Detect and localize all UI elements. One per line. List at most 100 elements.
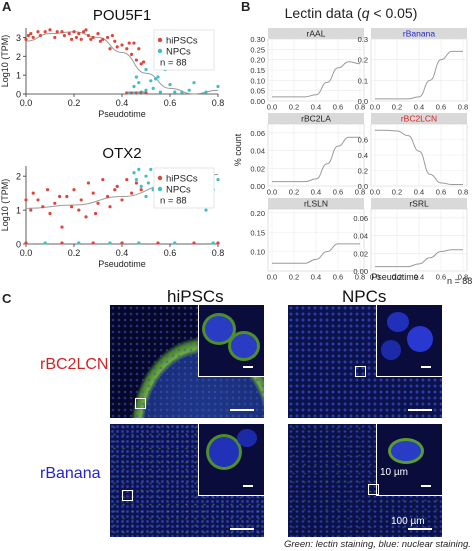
hipsc-point bbox=[84, 215, 88, 219]
scale-label-100um: 100 µm bbox=[391, 516, 425, 527]
y-tick-label: 0.20 bbox=[250, 56, 265, 65]
hipsc-point bbox=[127, 41, 131, 45]
baseline-point bbox=[216, 241, 220, 245]
npc-point bbox=[156, 75, 160, 79]
x-tick-label: 0.0 bbox=[267, 273, 277, 282]
pou5f1-chart: POU5F1 0 1 2 3 0.0 0.2 0.4 0.6 0.8 Pseudotime Log10… bbox=[0, 7, 224, 119]
hipsc-point bbox=[110, 33, 114, 38]
y-tick-label: 0.00 bbox=[250, 182, 265, 191]
hipsc-point bbox=[142, 60, 146, 64]
hipsc-point bbox=[113, 39, 117, 43]
npc-point bbox=[204, 90, 208, 94]
legend-hipsc-swatch bbox=[157, 175, 163, 181]
x-tick-label: 0.4 bbox=[311, 273, 321, 282]
hipsc-point bbox=[24, 37, 28, 41]
x-tick-label: 0.0 bbox=[267, 188, 277, 197]
baseline-point bbox=[144, 91, 148, 95]
inset-hipsc-rbanana bbox=[198, 424, 264, 496]
baseline-point bbox=[142, 91, 146, 95]
hipsc-point bbox=[41, 205, 45, 209]
baseline-point bbox=[192, 241, 196, 245]
hipsc-point bbox=[106, 35, 110, 40]
scale-bar bbox=[230, 528, 254, 530]
hipsc-point bbox=[79, 198, 83, 202]
panel-a-charts: POU5F1 0 1 2 3 0.0 0.2 0.4 0.6 0.8 Pseudotime Log10… bbox=[0, 7, 224, 269]
hipsc-point bbox=[108, 47, 112, 51]
hipsc-point bbox=[70, 37, 74, 41]
hipsc-point bbox=[36, 30, 40, 34]
baseline-point bbox=[60, 241, 64, 245]
y-tick-label: 0.04 bbox=[353, 232, 368, 241]
npc-point bbox=[144, 88, 148, 92]
y-tick-label: 0.6 bbox=[358, 136, 368, 145]
inset-hipsc-rbc2lcn bbox=[198, 305, 264, 377]
baseline-point bbox=[139, 91, 143, 95]
npc-point bbox=[158, 90, 162, 94]
npc-point bbox=[149, 79, 153, 83]
y-tick-label: 0.10 bbox=[250, 248, 265, 257]
hipsc-point bbox=[58, 194, 62, 199]
baseline-point bbox=[43, 241, 47, 245]
y-tick-label: 0.02 bbox=[353, 249, 368, 258]
x-tick-label: 0.6 bbox=[164, 98, 177, 108]
hipsc-point bbox=[31, 35, 35, 40]
npc-point bbox=[216, 84, 220, 89]
x-tick-label: 0.2 bbox=[392, 273, 402, 282]
x-tick-label: 0.8 bbox=[458, 273, 468, 282]
baseline-point bbox=[125, 91, 129, 95]
y-tick-label: 0.0 bbox=[358, 182, 368, 191]
baseline-point bbox=[173, 241, 177, 245]
npc-point bbox=[134, 177, 138, 182]
y-tick-label: 0.2 bbox=[358, 167, 368, 176]
facet-strip bbox=[371, 198, 467, 209]
legend-box bbox=[153, 167, 215, 209]
hipsc-point bbox=[101, 37, 105, 41]
npc-point bbox=[154, 77, 158, 81]
facet-curve bbox=[375, 129, 463, 185]
facet-label: rBanana bbox=[403, 29, 435, 39]
micrograph-npc-rbc2lcn bbox=[288, 305, 442, 418]
legend-hipsc-swatch bbox=[157, 37, 163, 43]
hipsc-point bbox=[79, 37, 83, 41]
legend-n-label: n = 88 bbox=[160, 196, 187, 207]
trend-curve bbox=[25, 31, 219, 95]
hipsc-point bbox=[60, 225, 64, 229]
scale-label-10um: 10 µm bbox=[380, 467, 408, 478]
y-tick-label: 0.3 bbox=[358, 35, 368, 44]
hipsc-point bbox=[94, 211, 98, 216]
facet-strip bbox=[268, 198, 364, 209]
npc-point bbox=[204, 208, 208, 212]
hipsc-point bbox=[130, 191, 134, 195]
legend-hipsc-label: hiPSCs bbox=[166, 174, 198, 185]
hipsc-point bbox=[29, 32, 33, 36]
hipsc-point bbox=[134, 181, 138, 185]
hipsc-point bbox=[101, 177, 105, 182]
npc-point bbox=[139, 184, 143, 188]
micrograph-hipsc-rbanana bbox=[110, 424, 264, 537]
y-tick-label: 0.15 bbox=[250, 228, 265, 237]
y-tick-label: 0.06 bbox=[250, 129, 265, 138]
baseline-point bbox=[91, 241, 95, 245]
legend-npc-swatch bbox=[157, 186, 163, 192]
x-tick-label: 0.4 bbox=[116, 98, 129, 108]
y-tick-label: 0.0 bbox=[358, 97, 368, 106]
x-tick-label: 0.2 bbox=[68, 98, 81, 108]
npc-point bbox=[132, 171, 136, 175]
x-tick-label: 0.6 bbox=[436, 273, 446, 282]
y-tick-label: 0.25 bbox=[250, 45, 265, 54]
legend-hipsc-label: hiPSCs bbox=[166, 36, 198, 47]
npc-point bbox=[134, 75, 138, 79]
y-tick-label: 1 bbox=[16, 206, 21, 216]
y-tick-label: 2 bbox=[16, 52, 21, 62]
hipsc-point bbox=[113, 188, 117, 192]
hipsc-point bbox=[46, 188, 50, 192]
chart-title: POU5F1 bbox=[93, 7, 151, 24]
y-tick-label: 3 bbox=[16, 33, 21, 43]
x-tick-label: 0.2 bbox=[289, 273, 299, 282]
npc-point bbox=[137, 167, 141, 171]
facet-label: rAAL bbox=[307, 29, 326, 39]
x-tick-label: 0.0 bbox=[370, 273, 380, 282]
facet-curve bbox=[272, 61, 361, 98]
hipsc-point bbox=[91, 35, 95, 40]
hipsc-point bbox=[53, 201, 57, 205]
